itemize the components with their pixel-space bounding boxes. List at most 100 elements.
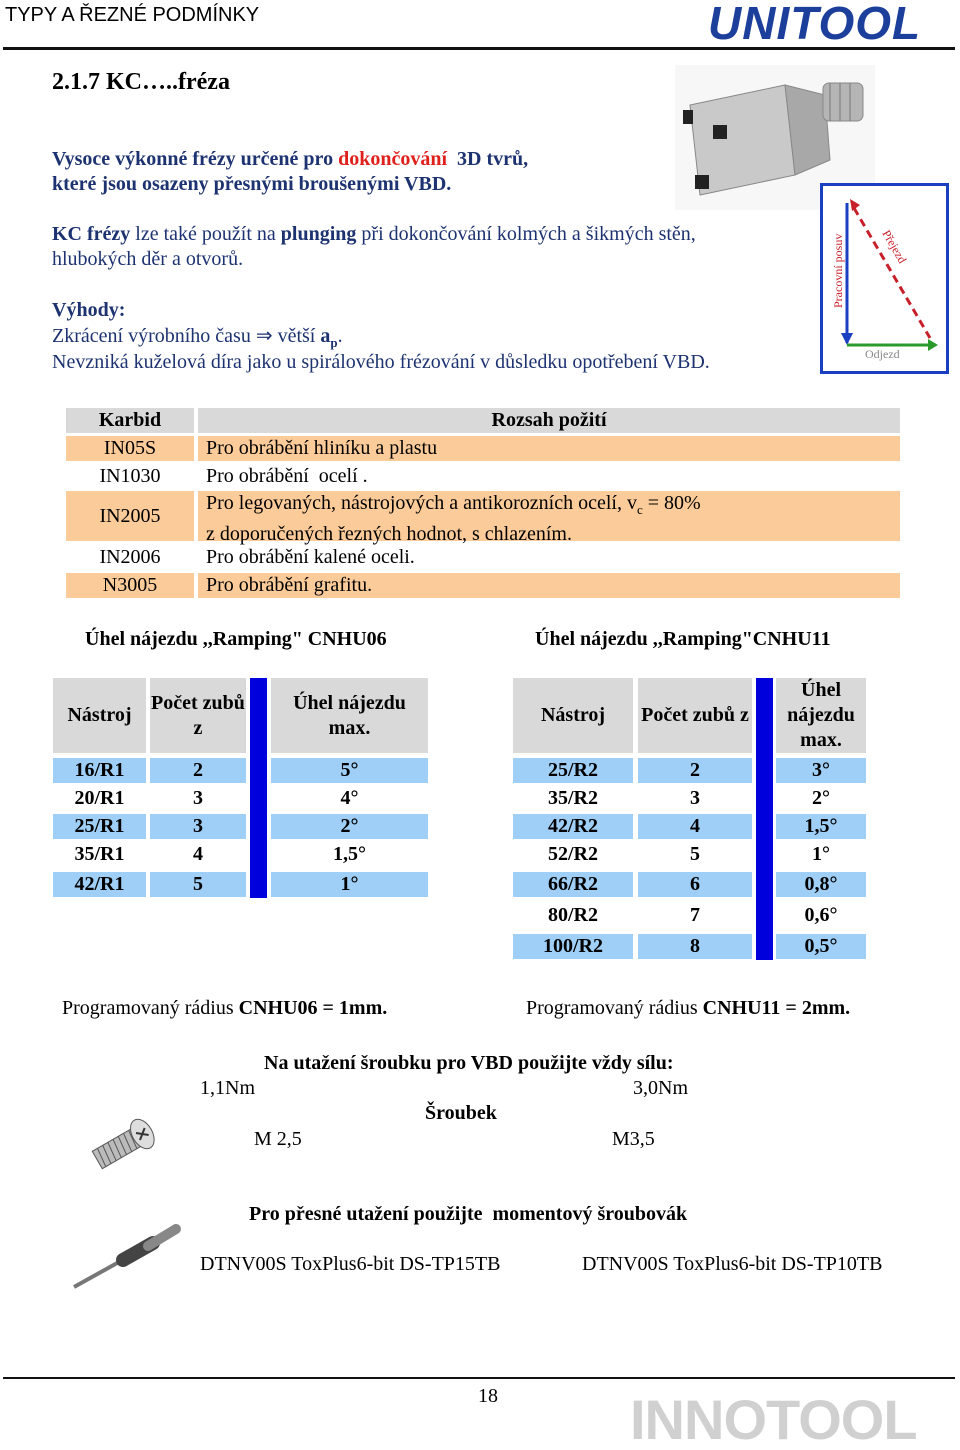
divider bbox=[756, 678, 773, 960]
highlight: dokončování bbox=[338, 148, 448, 170]
usage: Pro obrábění grafitu. bbox=[198, 573, 900, 598]
divider bbox=[250, 678, 267, 898]
screws-label: Šroubek bbox=[425, 1102, 497, 1124]
advantages-title: Výhody: bbox=[52, 299, 126, 321]
table-cell: 80/R2 bbox=[548, 904, 598, 926]
table-header: Rozsah požití bbox=[198, 408, 900, 433]
table-cell: 25/R2 bbox=[513, 758, 633, 783]
ramp-diagram: Pracovní posuv Přejezd Odjezd bbox=[820, 183, 949, 374]
usage: Pro obrábění hliníku a plastu bbox=[198, 436, 900, 461]
radius-note: Programovaný rádius CNHU06 = 1mm. bbox=[62, 996, 387, 1020]
cutter-image bbox=[675, 65, 875, 210]
table-header: Počet zubů z bbox=[150, 678, 246, 753]
radius-note: Programovaný rádius CNHU11 = 2mm. bbox=[526, 996, 850, 1020]
advantages-line: Nevzniká kuželová díra jako u spirálovéh… bbox=[52, 351, 710, 373]
header-logo: UNITOOL bbox=[708, 0, 922, 49]
footer-rule bbox=[3, 1377, 955, 1379]
table-header: Počet zubů z bbox=[638, 678, 752, 753]
text: CNHU11 = 2mm. bbox=[702, 997, 851, 1019]
screw-size: M3,5 bbox=[612, 1128, 655, 1150]
table-cell: 1° bbox=[812, 843, 830, 865]
table-cell: 3 bbox=[150, 814, 246, 839]
table-cell: 1,5° bbox=[333, 843, 366, 865]
text: při dokončování kolmých a šikmých stěn, bbox=[356, 223, 696, 245]
usage: Pro obrábění ocelí . bbox=[206, 464, 368, 487]
text: = 80% bbox=[642, 492, 701, 514]
header-rule bbox=[3, 47, 955, 50]
table-cell: 2° bbox=[812, 787, 830, 809]
table-cell: 0,5° bbox=[776, 934, 866, 959]
grade: IN2006 bbox=[99, 546, 161, 568]
table-cell: 100/R2 bbox=[513, 934, 633, 959]
screw-image bbox=[91, 1118, 155, 1170]
advantages-line: Zkrácení výrobního času ⇒ větší ap. bbox=[52, 324, 343, 355]
text: plunging bbox=[280, 223, 357, 245]
text: 3D tvrů, bbox=[447, 148, 529, 170]
usage: Pro legovaných, nástrojových a antikoroz… bbox=[198, 491, 900, 545]
table-cell: 5 bbox=[690, 843, 700, 865]
footer-logo: INNOTOOL bbox=[630, 1388, 918, 1450]
usage-line: Pro legovaných, nástrojových a antikoroz… bbox=[206, 491, 900, 522]
text: větší bbox=[272, 325, 321, 347]
intro-line: Vysoce výkonné frézy určené pro dokončov… bbox=[52, 147, 528, 171]
header-title: TYPY A ŘEZNÉ PODMÍNKY bbox=[5, 4, 260, 26]
table-cell: 35/R2 bbox=[548, 787, 598, 809]
table-cell: 20/R1 bbox=[74, 787, 125, 809]
table-header: Karbid bbox=[66, 408, 194, 433]
usage-line: z doporučených řezných hodnot, s chlazen… bbox=[206, 523, 572, 545]
page-number: 18 bbox=[478, 1385, 498, 1407]
table-cell: 42/R2 bbox=[513, 814, 633, 839]
subscript: c bbox=[637, 502, 643, 517]
table-cell: 3 bbox=[193, 787, 203, 809]
ramp-title: Úhel nájezdu ,,Ramping"CNHU11 bbox=[535, 628, 831, 650]
table-cell: 5° bbox=[271, 758, 428, 783]
diagram-label: Pracovní posuv bbox=[831, 234, 845, 308]
table-cell: 66/R2 bbox=[513, 872, 633, 897]
text: CNHU06 = 1mm. bbox=[238, 997, 388, 1019]
table-cell: 3° bbox=[776, 758, 866, 783]
table-header: Úhel nájezdu max. bbox=[776, 678, 866, 753]
text: Pro legovaných, nástrojových a antikoroz… bbox=[206, 492, 637, 514]
grade: IN1030 bbox=[99, 464, 161, 487]
torque: 3,0Nm bbox=[633, 1077, 688, 1099]
table-cell: 8 bbox=[638, 934, 752, 959]
text: KC frézy bbox=[52, 223, 131, 245]
table-cell: 4° bbox=[340, 787, 359, 809]
table-header: Nástroj bbox=[513, 678, 633, 753]
plunging-line: KC frézy lze také použít na plunging při… bbox=[52, 222, 696, 246]
table-header: Nástroj bbox=[53, 678, 146, 753]
usage: Pro obrábění kalené oceli. bbox=[206, 546, 415, 568]
table-cell: 52/R2 bbox=[548, 843, 598, 865]
table-cell: 2° bbox=[271, 814, 428, 839]
table-cell: 2 bbox=[638, 758, 752, 783]
table-cell: 35/R1 bbox=[74, 843, 125, 865]
table-cell: 0,6° bbox=[804, 904, 838, 926]
text: Programovaný rádius bbox=[62, 997, 239, 1019]
section-title: 2.1.7 KC…..fréza bbox=[52, 69, 230, 95]
text: . bbox=[337, 325, 343, 347]
screwdriver-image bbox=[73, 1224, 181, 1289]
grade: IN2005 bbox=[66, 491, 194, 541]
text: a bbox=[320, 325, 331, 347]
table-cell: 16/R1 bbox=[53, 758, 146, 783]
driver-title: Pro přesné utažení použijte momentový šr… bbox=[249, 1203, 688, 1225]
plunging-line: hlubokých děr a otvorů. bbox=[52, 248, 244, 270]
screws-title: Na utažení šroubku pro VBD použijte vždy… bbox=[264, 1052, 674, 1074]
table-cell: 0,8° bbox=[776, 872, 866, 897]
table-cell: 4 bbox=[193, 843, 203, 865]
table-cell: 1,5° bbox=[776, 814, 866, 839]
table-cell: 5 bbox=[150, 872, 246, 897]
table-cell: 1° bbox=[271, 872, 428, 897]
table-header: Úhel nájezdu max. bbox=[271, 678, 428, 753]
table-cell: 2 bbox=[150, 758, 246, 783]
grade: IN05S bbox=[66, 436, 194, 461]
table-cell: 25/R1 bbox=[53, 814, 146, 839]
grade: N3005 bbox=[66, 573, 194, 598]
subscript: p bbox=[330, 335, 338, 350]
table-cell: 6 bbox=[638, 872, 752, 897]
table-cell: 4 bbox=[638, 814, 752, 839]
text: ⇒ bbox=[255, 325, 273, 347]
text: lze také použít na bbox=[130, 223, 281, 245]
text: Zkrácení výrobního času bbox=[52, 325, 256, 347]
